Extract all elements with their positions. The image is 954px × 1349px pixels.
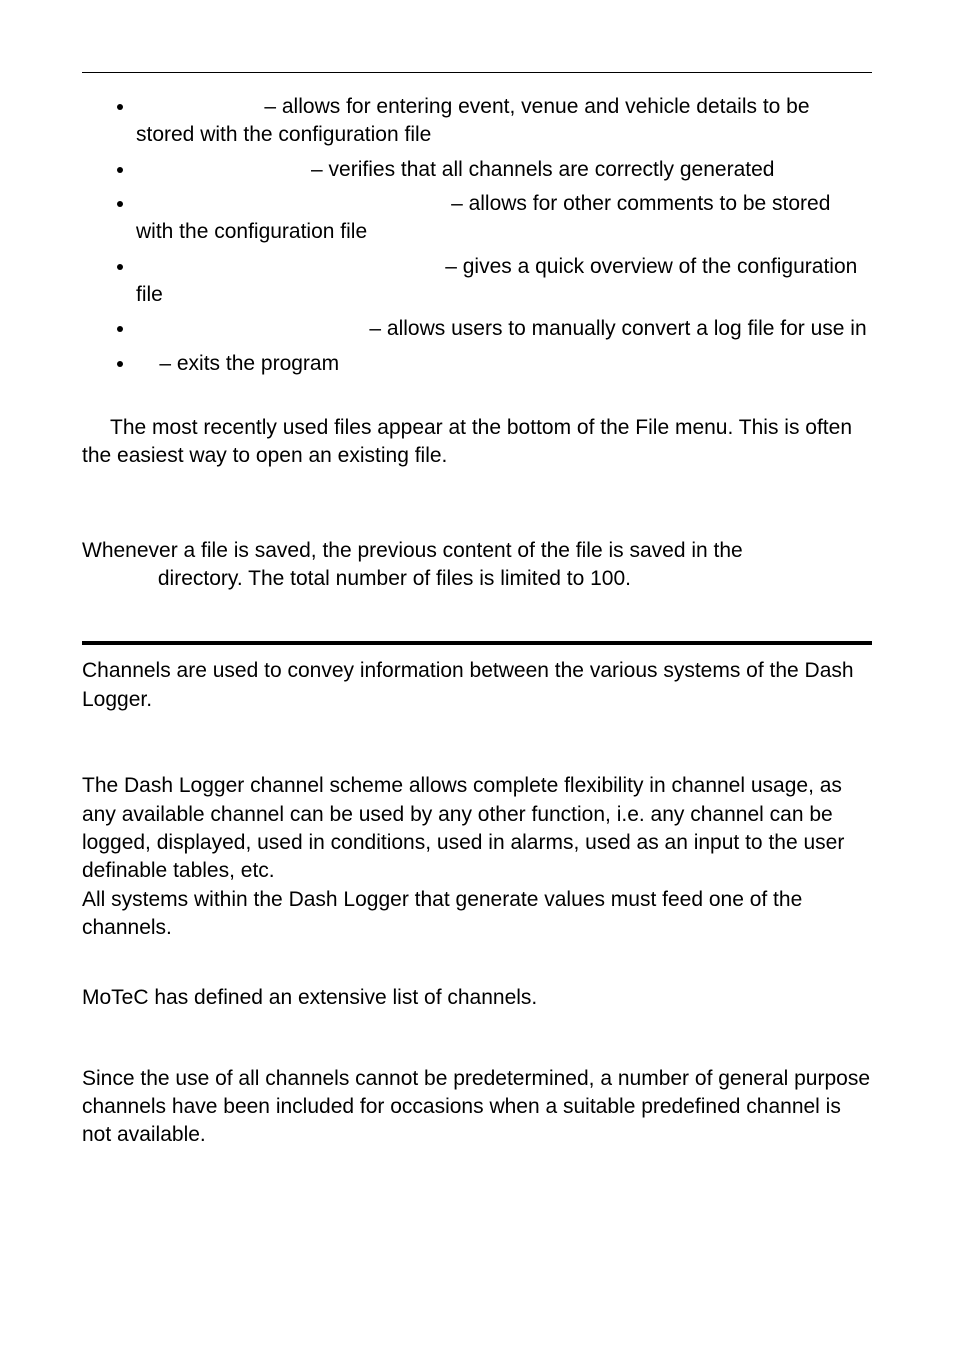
bullet-text: – verifies that all channels are correct…	[311, 158, 774, 181]
list-item-text: – allows for entering event, venue and v…	[136, 93, 872, 150]
lead-pad	[136, 192, 451, 215]
list-item-text: – verifies that all channels are correct…	[136, 156, 872, 184]
list-item-text: – exits the program	[136, 350, 872, 378]
document-page: – allows for entering event, venue and v…	[0, 0, 954, 1210]
motec-paragraph: MoTeC has defined an extensive list of c…	[82, 984, 872, 1012]
list-item: – allows for entering event, venue and v…	[136, 93, 872, 150]
bullet-text: – exits the program	[159, 352, 339, 375]
feed-paragraph: All systems within the Dash Logger that …	[82, 886, 872, 943]
tip-text: The most recently used files appear at t…	[82, 416, 852, 467]
list-item: – gives a quick overview of the configur…	[136, 253, 872, 310]
bullet-text: – allows users to manually convert a log…	[369, 317, 866, 340]
backup-line-1: Whenever a file is saved, the previous c…	[82, 539, 743, 562]
list-item: – allows users to manually convert a log…	[136, 315, 872, 343]
general-purpose-paragraph: Since the use of all channels cannot be …	[82, 1065, 872, 1150]
section-rule	[82, 641, 872, 645]
tip-paragraph: The most recently used files appear at t…	[82, 414, 872, 471]
backup-paragraph: Whenever a file is saved, the previous c…	[82, 537, 872, 594]
channels-intro: Channels are used to convey information …	[82, 657, 872, 714]
list-item: – exits the program	[136, 350, 872, 378]
lead-pad	[136, 352, 159, 375]
lead-pad	[136, 158, 311, 181]
list-item-text: – gives a quick overview of the configur…	[136, 253, 872, 310]
backup-line-2: directory. The total number of files is …	[158, 567, 631, 590]
lead-pad	[136, 317, 369, 340]
backup-indent	[82, 567, 158, 590]
top-rule	[82, 72, 872, 73]
file-menu-bullet-list: – allows for entering event, venue and v…	[82, 93, 872, 378]
list-item-text: – allows users to manually convert a log…	[136, 315, 872, 343]
flexibility-paragraph: The Dash Logger channel scheme allows co…	[82, 772, 872, 885]
list-item-text: – allows for other comments to be stored…	[136, 190, 872, 247]
list-item: – verifies that all channels are correct…	[136, 156, 872, 184]
lead-pad	[136, 255, 445, 278]
list-item: – allows for other comments to be stored…	[136, 190, 872, 247]
lead-pad	[136, 95, 264, 118]
